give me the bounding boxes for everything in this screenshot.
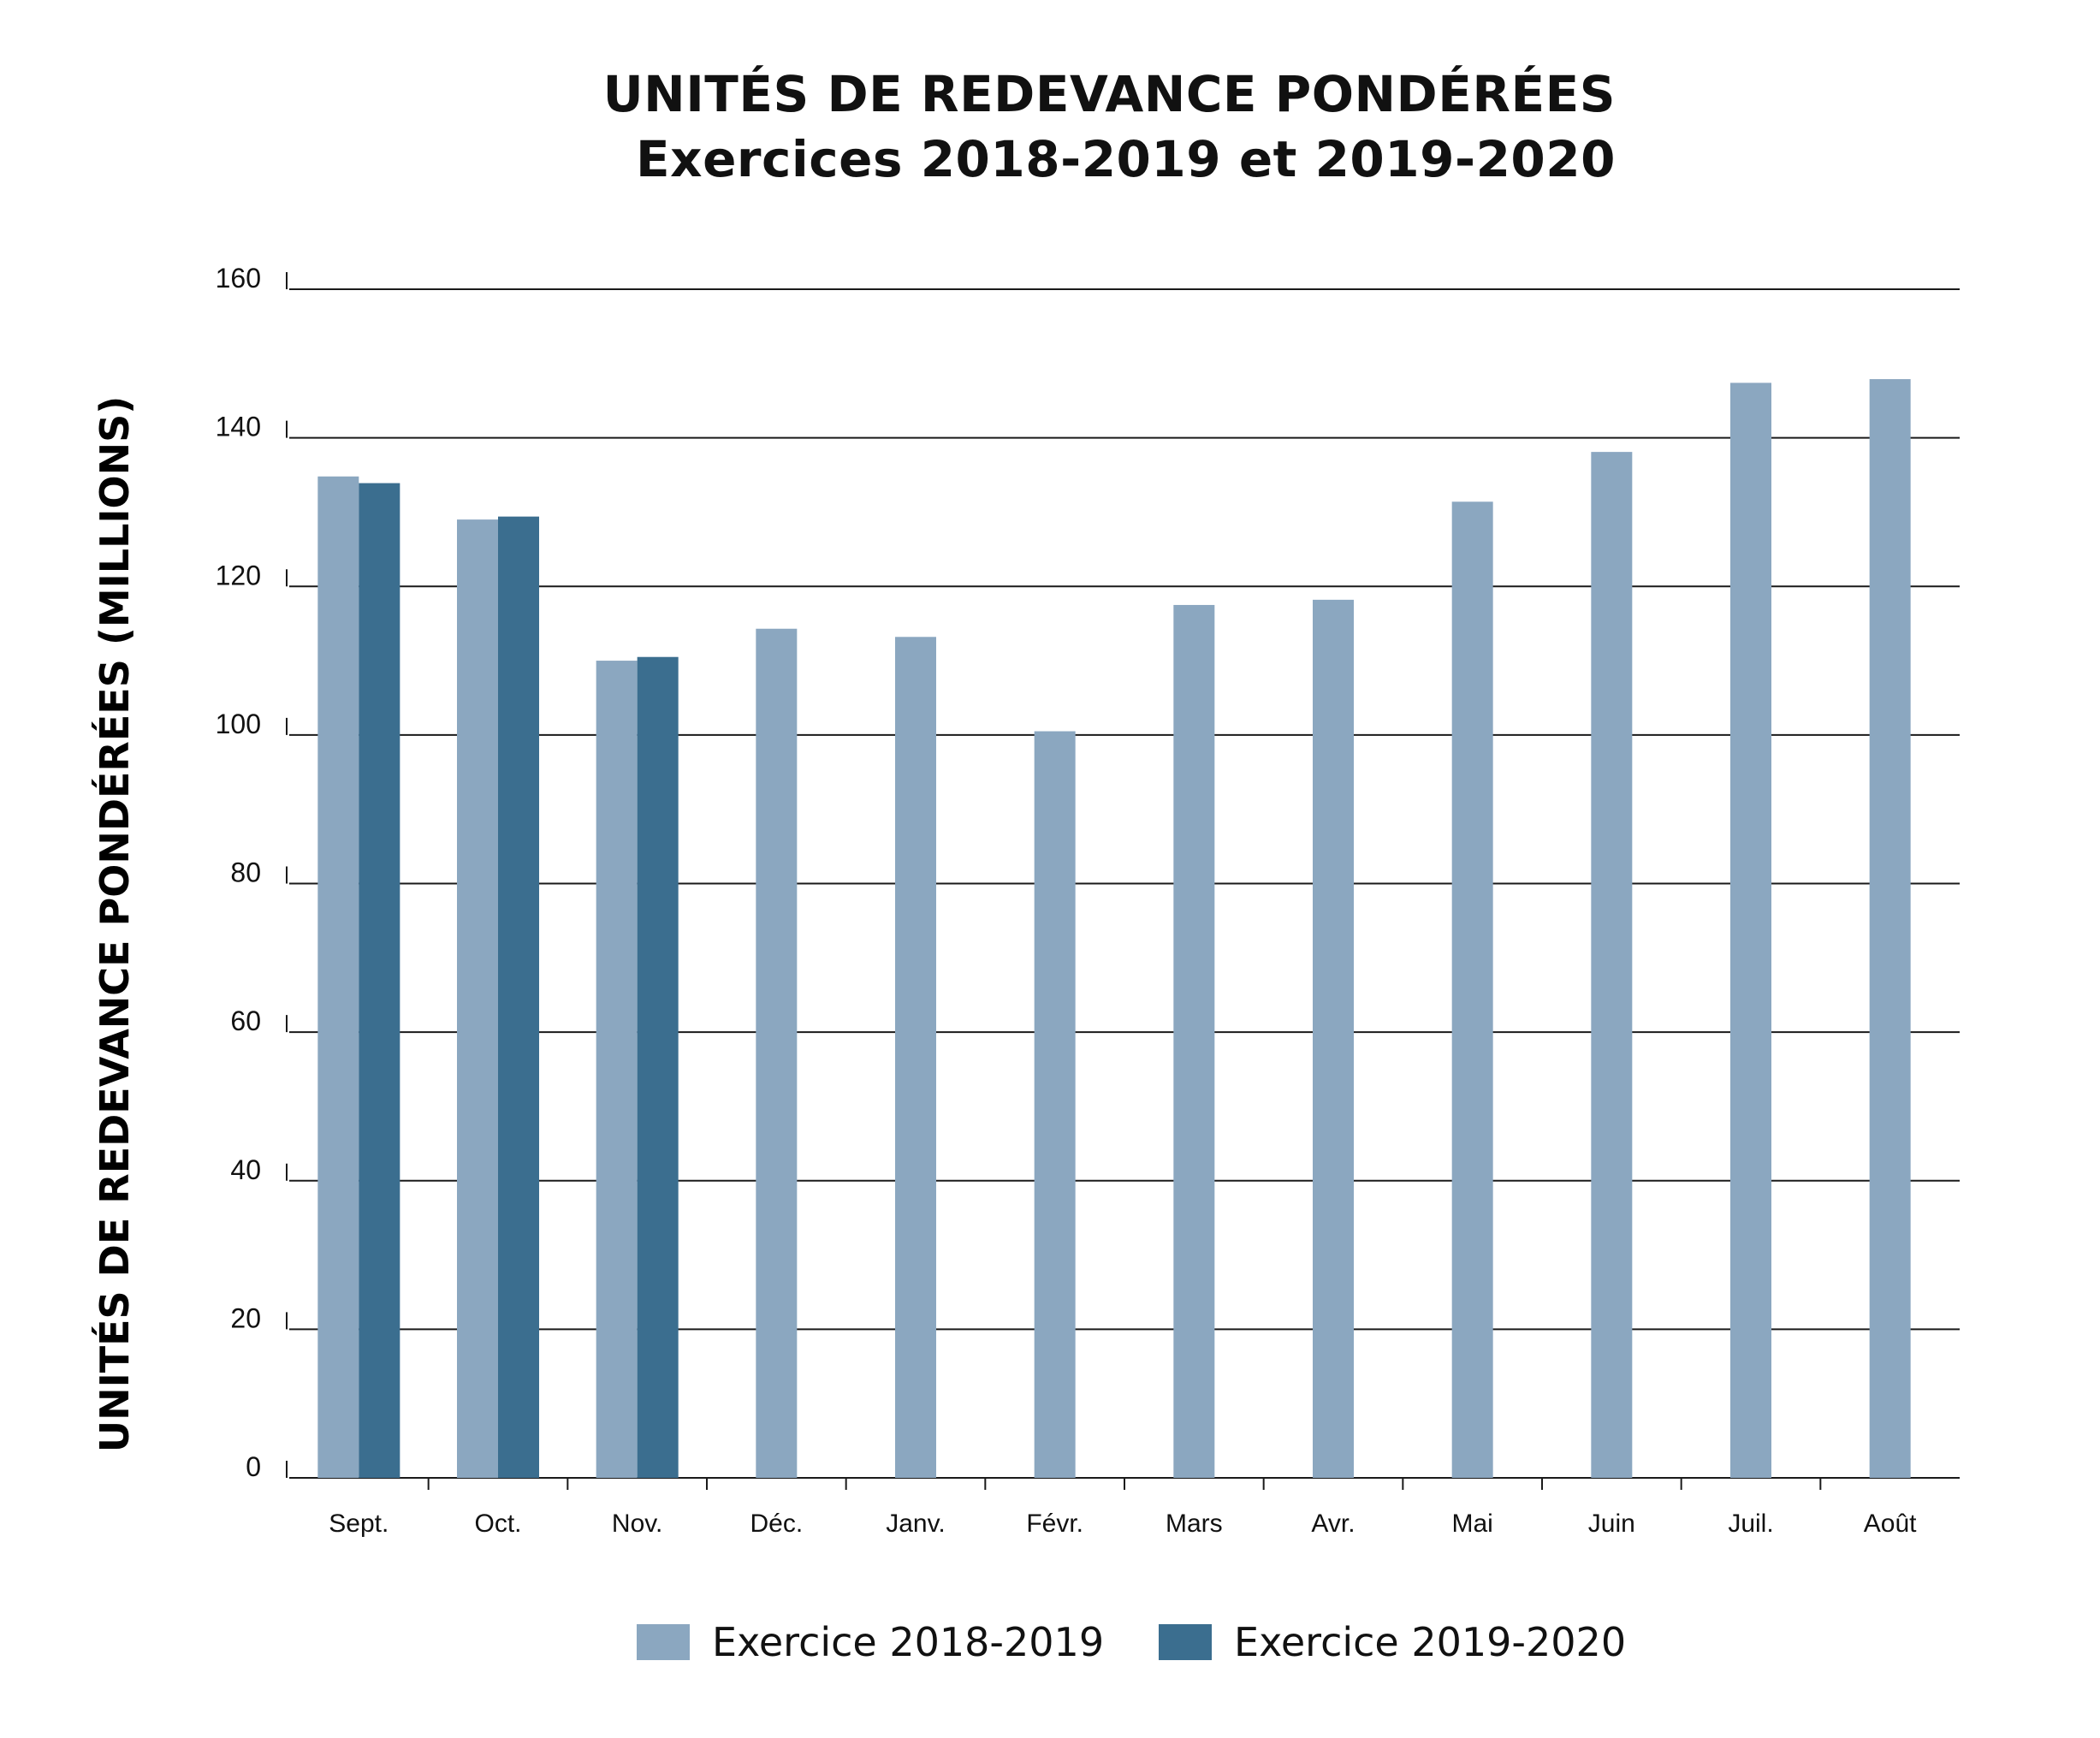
bar-1-7	[1173, 604, 1215, 1478]
x-axis-ticks: Sept. Oct. Nov. Déc. Janv. Févr. Mars Avr. Mai Ju…	[329, 1478, 1917, 1538]
gridlines	[286, 272, 1960, 1479]
y-axis-ticks: 0 20 40 60 80 100 120 140 160	[216, 263, 261, 1482]
y-tick-label-80: 80	[230, 857, 261, 888]
bar-1-3	[596, 661, 638, 1478]
bar-1-10	[1591, 452, 1633, 1478]
legend-label-2019-2020: Exercice 2019-2020	[1234, 1619, 1627, 1665]
legend-label-2018-2019: Exercice 2018-2019	[712, 1619, 1105, 1665]
y-tick-label-100: 100	[216, 709, 261, 739]
y-tick-label-60: 60	[230, 1005, 261, 1036]
chart-subtitle: Exercices 2018-2019 et 2019-2020	[636, 130, 1616, 188]
y-tick-label-120: 120	[216, 560, 261, 590]
x-tick-label-2: Oct.	[474, 1510, 521, 1538]
y-tick-label-20: 20	[230, 1302, 261, 1333]
x-tick-label-3: Nov.	[612, 1510, 662, 1538]
bars	[317, 379, 1911, 1479]
bar-1-5	[895, 637, 936, 1478]
bar-1-12	[1869, 379, 1911, 1479]
x-tick-label-8: Avr.	[1311, 1510, 1355, 1538]
x-tick-label-4: Déc.	[750, 1510, 803, 1538]
y-tick-label-0: 0	[246, 1451, 261, 1482]
x-tick-label-5: Janv.	[886, 1510, 945, 1538]
y-axis-title: UNITÉS DE REDEVANCE PONDÉRÉES (MILLIONS)	[92, 396, 138, 1453]
chart-title: UNITÉS DE REDEVANCE PONDÉRÉES	[602, 65, 1616, 123]
x-tick-label-9: Mai	[1451, 1510, 1492, 1538]
bar-1-6	[1034, 731, 1076, 1478]
bar-1-1	[317, 476, 359, 1478]
legend-swatch-2018-2019	[637, 1624, 690, 1660]
bar-1-11	[1730, 383, 1771, 1478]
legend-swatch-2019-2020	[1159, 1624, 1212, 1660]
legend-item-2018-2019: Exercice 2018-2019	[637, 1619, 1104, 1665]
x-tick-label-6: Févr.	[1026, 1510, 1083, 1538]
y-tick-label-160: 160	[216, 263, 261, 294]
bar-chart: 0 20 40 60 80 100 120 140 160 Sept. Oct. Nov. Déc. J…	[92, 263, 1960, 1538]
x-tick-label-12: Août	[1864, 1510, 1917, 1538]
bar-2-2	[498, 516, 539, 1478]
y-tick-label-140: 140	[216, 412, 261, 442]
x-tick-label-1: Sept.	[329, 1510, 389, 1538]
legend-item-2019-2020: Exercice 2019-2020	[1159, 1619, 1626, 1665]
bar-2-1	[359, 483, 400, 1479]
bar-1-9	[1451, 501, 1493, 1479]
bar-1-4	[756, 628, 798, 1478]
bar-2-3	[637, 656, 679, 1478]
x-tick-label-10: Juin	[1588, 1510, 1635, 1538]
bar-1-2	[457, 519, 498, 1478]
x-tick-label-11: Juil.	[1728, 1510, 1773, 1538]
chart-title-block: UNITÉS DE REDEVANCE PONDÉRÉES Exercices …	[0, 62, 1616, 192]
y-tick-label-40: 40	[230, 1154, 261, 1185]
bar-1-8	[1313, 599, 1354, 1478]
x-tick-label-7: Mars	[1166, 1510, 1223, 1538]
legend: Exercice 2018-2019 Exercice 2019-2020	[0, 1619, 2100, 1679]
